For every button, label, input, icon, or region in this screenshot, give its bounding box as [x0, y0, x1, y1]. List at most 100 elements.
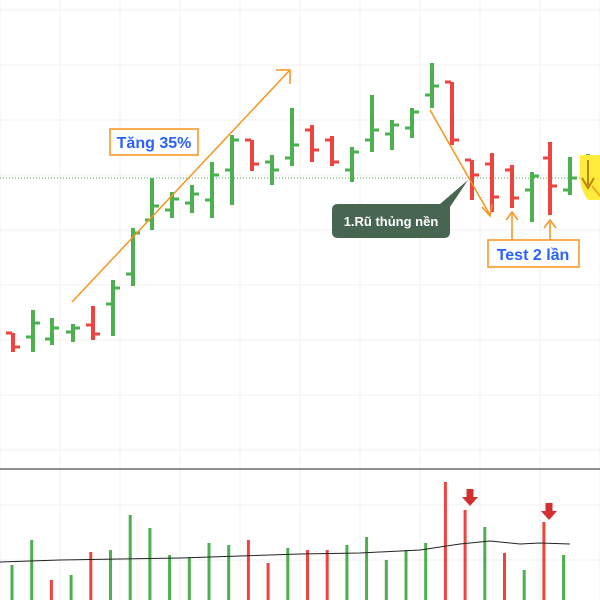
price-bar-range: [250, 140, 254, 171]
test-label-box: [487, 239, 580, 268]
price-bar: [525, 172, 539, 222]
highlight-arrow-head: [581, 177, 595, 190]
price-bar-open-tick: [365, 138, 371, 142]
volume-bar: [522, 570, 526, 600]
volume-bars: [0, 482, 571, 600]
price-bar-range: [310, 125, 314, 162]
price-bar-open-tick: [225, 168, 231, 172]
price-bar-close-tick: [173, 197, 179, 201]
price-bar-range: [430, 63, 434, 108]
volume-bar: [128, 515, 132, 600]
price-bar-open-tick: [465, 158, 471, 162]
price-bar: [185, 185, 199, 213]
volume-bar: [187, 557, 191, 600]
volume-ma-line: [0, 540, 571, 563]
price-bar: [543, 142, 557, 215]
price-bar-open-tick: [305, 128, 311, 132]
price-bar-close-tick: [193, 192, 199, 196]
price-bar: [66, 324, 80, 342]
price-bar-range: [510, 165, 514, 208]
price-bar-range: [170, 192, 174, 218]
volume-bar: [207, 543, 211, 600]
volume-bar: [168, 555, 172, 600]
price-bar-range: [111, 280, 115, 336]
price-bar: [385, 120, 399, 150]
price-bar-range: [530, 172, 534, 222]
volume-bar: [109, 550, 112, 600]
price-bar: [245, 138, 259, 171]
price-bar-close-tick: [453, 138, 459, 142]
price-bar-range: [31, 310, 35, 352]
price-bar-close-tick: [153, 204, 159, 208]
price-bar: [225, 135, 239, 205]
price-bar-open-tick: [485, 162, 491, 166]
price-bar: [563, 157, 577, 195]
price-bar-close-tick: [293, 143, 299, 147]
price-bar-open-tick: [265, 160, 271, 164]
price-bar-range: [190, 185, 194, 213]
tang-label-text: Tăng 35%: [117, 135, 192, 152]
price-bar: [145, 178, 159, 230]
price-bar-close-tick: [353, 150, 359, 154]
price-bar-open-tick: [385, 132, 391, 136]
price-bar-close-tick: [213, 173, 219, 177]
price-bar: [445, 80, 459, 145]
marker-stem: [545, 503, 553, 511]
price-bar-open-tick: [6, 331, 12, 335]
price-bar-close-tick: [313, 148, 319, 152]
breakdown-callout-group: 1.Rũ thủng nền: [332, 180, 468, 238]
price-bar: [285, 108, 299, 166]
price-bar-open-tick: [245, 138, 251, 142]
price-bar-range: [131, 228, 135, 286]
volume-bar: [365, 537, 369, 600]
volume-bar: [89, 552, 93, 600]
price-bar-close-tick: [513, 196, 519, 200]
price-bars: [0, 63, 600, 352]
volume-bar: [286, 548, 290, 600]
price-bar-close-tick: [393, 123, 399, 127]
price-bar-close-tick: [333, 160, 339, 164]
volume-bar: [424, 543, 428, 600]
price-bar-range: [210, 162, 214, 218]
volume-bar: [325, 550, 329, 600]
price-bar: [425, 63, 439, 108]
price-bar-open-tick: [505, 168, 511, 172]
price-bar-open-tick: [145, 218, 151, 222]
price-bar-close-tick: [14, 345, 20, 349]
rally-arrow-head: [276, 69, 291, 84]
price-bar-range: [290, 108, 294, 166]
price-bar-open-tick: [543, 156, 549, 160]
volume-bar: [345, 545, 349, 600]
price-bar-close-tick: [493, 195, 499, 199]
price-bar-range: [230, 135, 234, 205]
price-bar-range: [150, 178, 154, 230]
volume-bar: [69, 575, 73, 600]
volume-bar: [443, 482, 447, 600]
price-bar-open-tick: [425, 93, 431, 97]
price-bar-close-tick: [551, 184, 557, 188]
volume-bar: [404, 550, 408, 600]
price-bar-close-tick: [253, 162, 259, 166]
price-bar: [345, 147, 359, 182]
price-bar-range: [548, 142, 552, 215]
volume-bar: [562, 555, 566, 600]
price-bar: [485, 153, 499, 212]
price-bar-close-tick: [473, 173, 479, 177]
volume-bar: [483, 527, 487, 600]
price-bar: [365, 95, 379, 152]
price-bar-close-tick: [433, 84, 439, 88]
price-bar-range: [410, 108, 414, 138]
price-bar-range: [568, 157, 572, 195]
annotation-arrows: [71, 69, 600, 303]
volume-bar: [306, 550, 309, 600]
price-bar-open-tick: [66, 330, 72, 334]
price-bar-range: [350, 147, 354, 182]
price-bar: [165, 192, 179, 218]
breakdown-arrow-head: [481, 203, 493, 218]
price-bar-close-tick: [413, 110, 419, 114]
price-bar: [325, 136, 339, 166]
price-bar-range: [390, 120, 394, 150]
volume-bar: [148, 528, 152, 600]
